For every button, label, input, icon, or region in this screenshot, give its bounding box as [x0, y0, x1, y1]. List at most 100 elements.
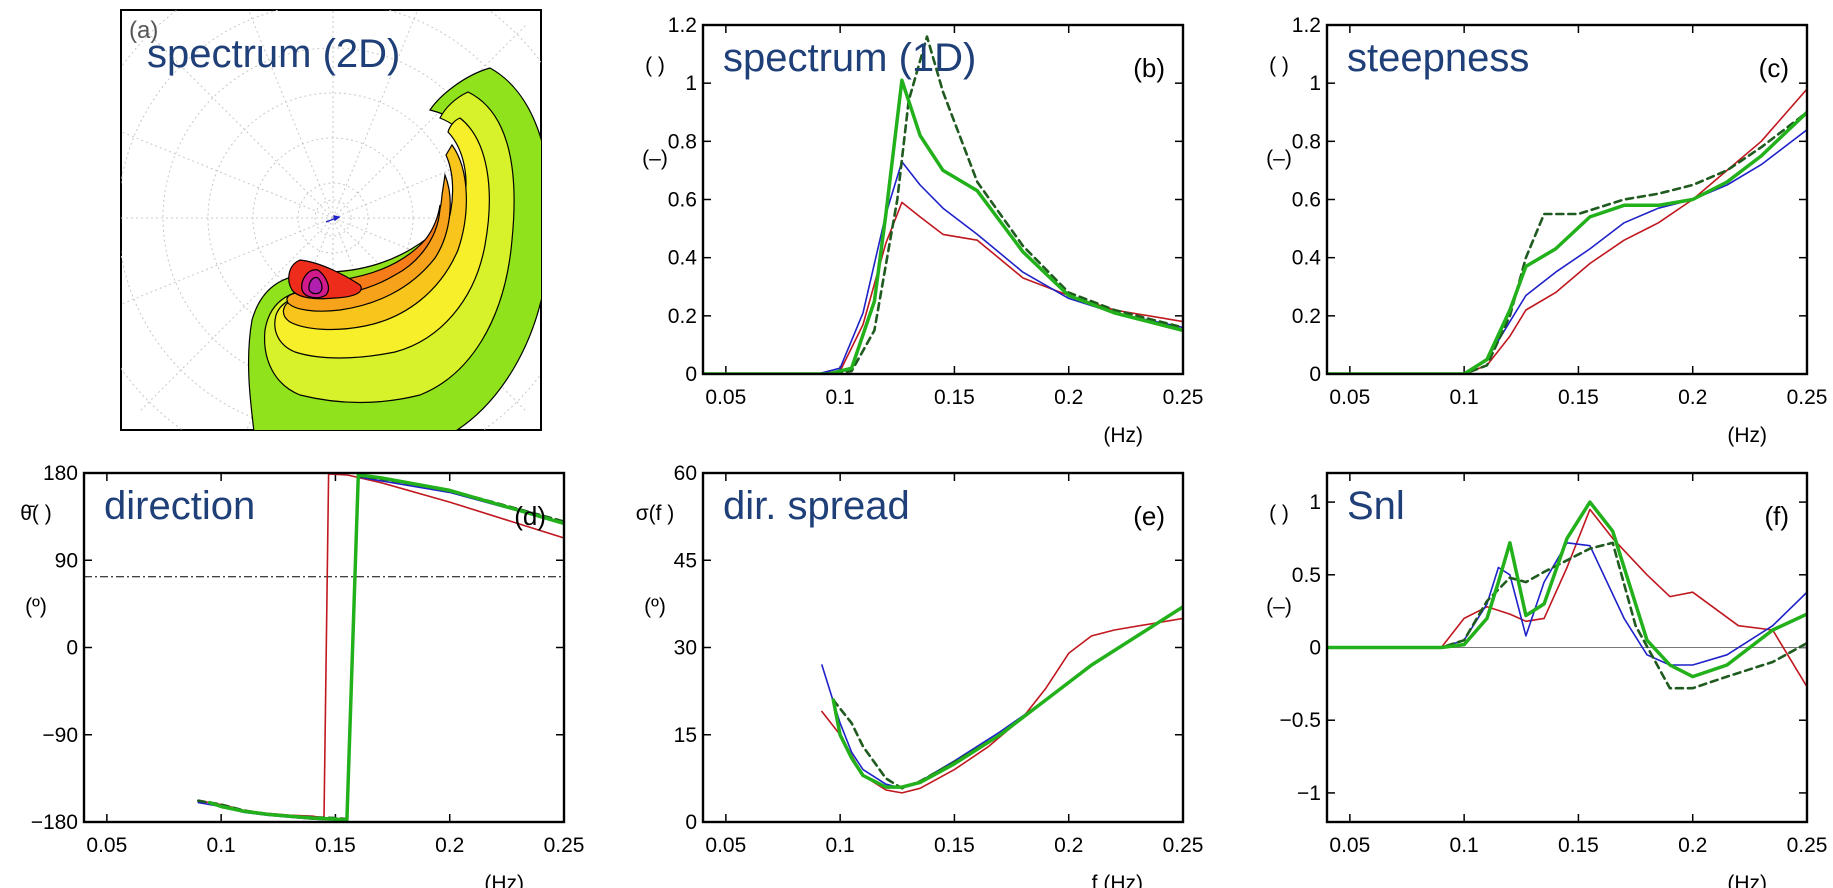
x-tick-label: 0.2: [1054, 386, 1083, 409]
series-line-green: [1327, 500, 1807, 679]
x-tick-label: 0.05: [1329, 834, 1370, 857]
x-tick-label: 0.25: [1787, 386, 1828, 409]
panel-tag: (d): [514, 501, 546, 531]
y-tick-label: 1.2: [668, 14, 697, 37]
y-tick-label: 0.2: [668, 305, 697, 328]
y-tick-label: 0.8: [668, 130, 697, 153]
y-tick-label: 0.5: [1292, 564, 1321, 587]
y-tick-label: 1.2: [1292, 14, 1321, 37]
x-tick-label: 0.15: [934, 386, 975, 409]
y-tick-label: 0: [1309, 637, 1321, 660]
axes-frame: [1325, 471, 1809, 824]
y-tick-label: 45: [674, 549, 697, 572]
x-tick-label: 0.2: [435, 834, 464, 857]
x-tick-label: 0.25: [1787, 834, 1828, 857]
series-line-darkgreen: [1327, 541, 1807, 690]
series-line-darkgreen: [1327, 111, 1807, 374]
series-line-red: [1327, 508, 1807, 688]
y-label-bottom: (º): [25, 595, 47, 618]
x-tick-label: 0.05: [705, 834, 746, 857]
y-tick-label: −90: [42, 724, 78, 747]
series-group: [1327, 500, 1807, 690]
x-tick-label: 0.15: [315, 834, 356, 857]
panel-b: 0.05 0.1 0.15 0.2 0.25 0 0.2 0.4 0.6 0.8 1 1.2 spect…: [642, 14, 1203, 447]
x-tick-label: 0.05: [86, 834, 127, 857]
series-group: [703, 35, 1183, 374]
y-label-top: ( ): [1269, 54, 1289, 77]
x-tick-label: 0.1: [1450, 834, 1479, 857]
axes-frame: [701, 471, 1185, 824]
series-group: [197, 473, 564, 822]
y-tick-label: 0.8: [1292, 130, 1321, 153]
panel-e: 0.05 0.1 0.15 0.2 0.25 0 15 30 45 60 dir. spread (e…: [636, 462, 1204, 888]
y-tick-label: 0: [66, 637, 78, 660]
line-panels: 0.05 0.1 0.15 0.2 0.25 0 0.2 0.4 0.6 0.8 1 1.2 spect…: [20, 14, 1827, 888]
x-tick-label: 0.05: [705, 386, 746, 409]
series-line-green: [1327, 110, 1807, 374]
y-tick-label: 0.2: [1292, 305, 1321, 328]
y-tick-label: −0.5: [1280, 709, 1321, 732]
panel-title: spectrum (1D): [723, 36, 976, 80]
series-line-blue: [197, 476, 564, 822]
x-tick-label: 0.1: [207, 834, 236, 857]
y-tick-label: 180: [43, 462, 78, 485]
y-tick-label: −1: [1297, 782, 1321, 805]
panel-title: direction: [104, 484, 255, 528]
series-line-green: [831, 605, 1183, 789]
panel-title: dir. spread: [723, 484, 910, 528]
axes-frame: [82, 471, 566, 824]
panel-a-tag: (a): [129, 17, 158, 44]
y-tick-label: 60: [674, 462, 697, 485]
series-line-red: [1327, 88, 1807, 374]
y-label-top: ( ): [1269, 502, 1289, 525]
x-tick-label: 0.25: [1163, 834, 1204, 857]
contour-level-9: [308, 276, 323, 295]
y-tick-label: −180: [31, 811, 78, 834]
y-tick-label: 90: [55, 549, 78, 572]
panel-tag: (e): [1133, 501, 1165, 531]
y-label-top: σ(f ): [636, 502, 675, 525]
y-tick-label: 0.4: [1292, 247, 1322, 270]
polar-center-circle: [314, 199, 352, 237]
x-label: (Hz): [1727, 424, 1767, 447]
x-label: (Hz): [484, 872, 524, 888]
series-line-red: [703, 201, 1183, 374]
x-tick-label: 0.2: [1678, 386, 1707, 409]
y-label-top: θ̄( ): [20, 502, 52, 525]
series-line-green: [207, 473, 564, 822]
x-tick-label: 0.15: [1558, 386, 1599, 409]
series-group: [1327, 88, 1807, 374]
y-label-bottom: (–): [1266, 147, 1292, 170]
y-tick-label: 0: [1309, 363, 1321, 386]
polar-grid: [121, 10, 541, 430]
y-label-bottom: (–): [1266, 595, 1292, 618]
series-line-blue: [821, 605, 1183, 790]
panel-f: 0.05 0.1 0.15 0.2 0.25 −1 −0.5 0 0.5 1 Snl (f) ( ) (–…: [1266, 471, 1828, 888]
x-tick-label: 0.1: [1450, 386, 1479, 409]
panel-title: steepness: [1347, 36, 1529, 80]
series-line-red: [821, 617, 1183, 794]
y-tick-label: 0: [685, 811, 697, 834]
x-tick-label: 0.15: [934, 834, 975, 857]
series-line-blue: [703, 160, 1183, 374]
x-tick-label: 0.1: [826, 386, 855, 409]
series-group: [821, 605, 1183, 794]
y-tick-label: 1: [1309, 491, 1321, 514]
series-line-darkgreen: [703, 35, 1183, 374]
y-tick-label: 30: [674, 637, 697, 660]
x-tick-label: 0.25: [1163, 386, 1204, 409]
y-tick-label: 0: [685, 363, 697, 386]
panel-c: 0.05 0.1 0.15 0.2 0.25 0 0.2 0.4 0.6 0.8 1 1.2 steep…: [1266, 14, 1827, 447]
panel-tag: (c): [1759, 53, 1789, 83]
x-label: f (Hz): [1092, 872, 1143, 888]
y-tick-label: 0.6: [1292, 189, 1321, 212]
panel-d: 0.05 0.1 0.15 0.2 0.25 −180 −90 0 90 180 direction…: [20, 462, 584, 888]
y-tick-label: 0.4: [668, 247, 698, 270]
x-tick-label: 0.25: [544, 834, 585, 857]
x-label: (Hz): [1103, 424, 1143, 447]
wind-arrow-icon: [325, 215, 341, 223]
x-tick-label: 0.2: [1054, 834, 1083, 857]
panel-a-title: spectrum (2D): [147, 32, 400, 76]
y-tick-label: 15: [674, 724, 697, 747]
